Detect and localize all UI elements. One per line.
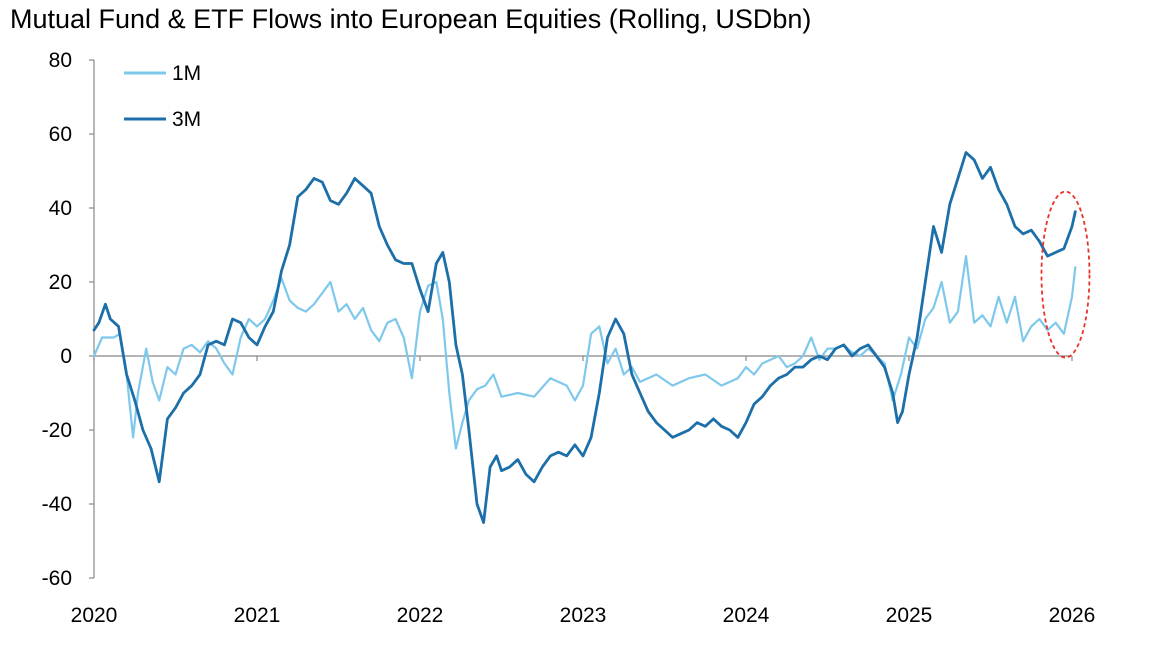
y-tick-label: 20 <box>49 271 72 294</box>
y-tick-label: 80 <box>49 49 72 72</box>
y-tick-label: 60 <box>49 123 72 146</box>
x-tick-label: 2025 <box>886 604 933 627</box>
series-line-3m <box>92 151 1077 524</box>
legend-label-1m: 1M <box>172 62 201 85</box>
y-tick-label: 40 <box>49 197 72 220</box>
highlight-layer <box>1040 190 1091 359</box>
legend: 1M 3M <box>124 62 201 131</box>
x-tick-label: 2020 <box>71 604 118 627</box>
series-layer <box>92 151 1077 524</box>
x-tick-label: 2026 <box>1049 604 1096 627</box>
y-tick-label: -40 <box>42 493 72 516</box>
x-tick-label: 2021 <box>234 604 281 627</box>
legend-label-3m: 3M <box>172 108 201 131</box>
chart-title: Mutual Fund & ETF Flows into European Eq… <box>10 4 812 34</box>
x-tick-label: 2024 <box>723 604 770 627</box>
y-tick-label: 0 <box>60 345 72 368</box>
axes: 80 60 40 20 0 -20 -40 -60 2020 2021 2022 2023 2024 20… <box>42 49 1096 627</box>
highlight-ellipse <box>1040 190 1091 359</box>
series-line-1m <box>92 255 1077 450</box>
y-tick-label: -60 <box>42 567 72 590</box>
x-tick-label: 2023 <box>560 604 607 627</box>
y-tick-label: -20 <box>42 419 72 442</box>
x-tick-label: 2022 <box>397 604 444 627</box>
